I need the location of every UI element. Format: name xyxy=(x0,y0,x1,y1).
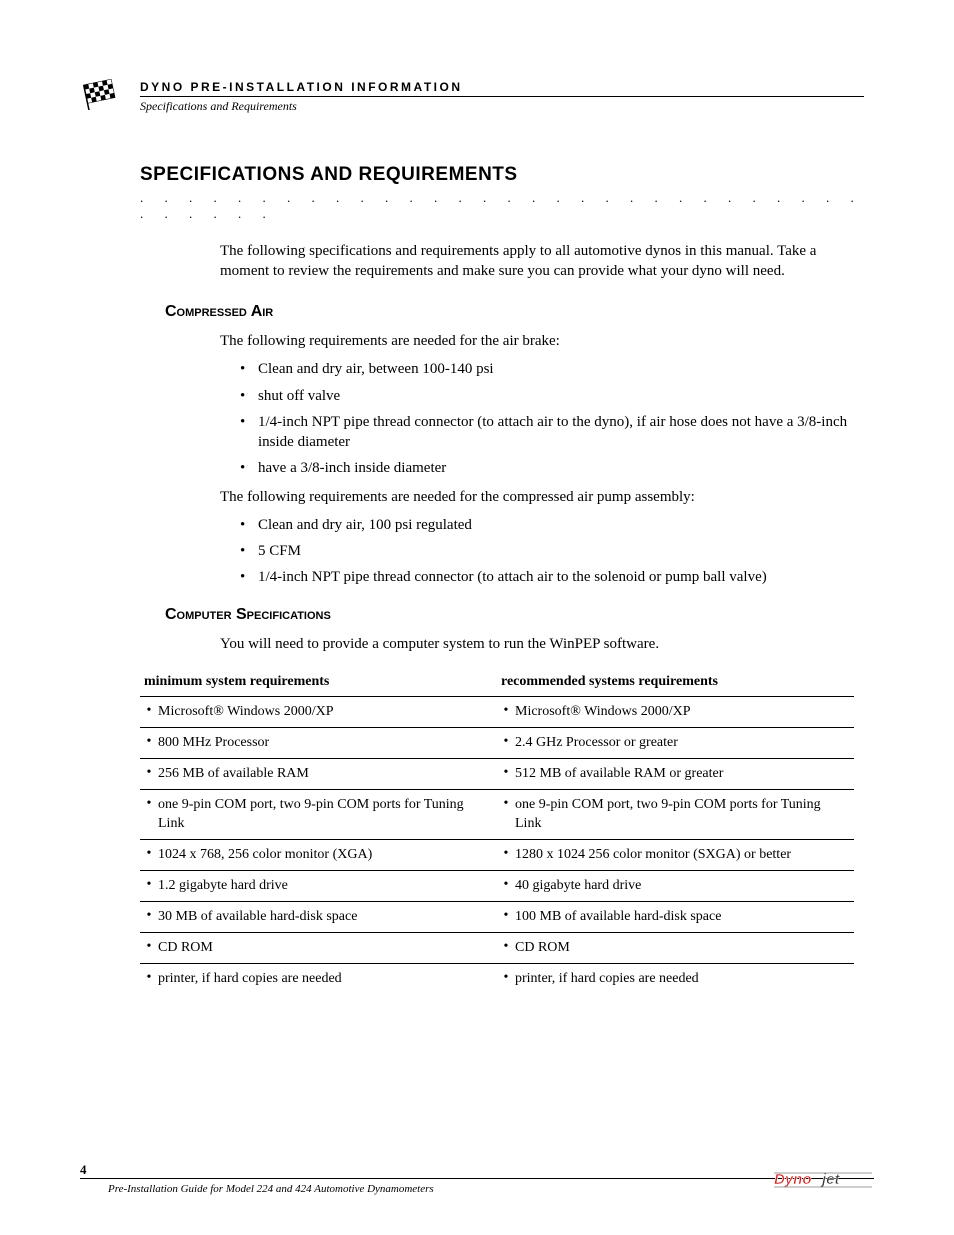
table-cell: •1280 x 1024 256 color monitor (SXGA) or… xyxy=(497,839,854,870)
air-brake-list: Clean and dry air, between 100-140 psi s… xyxy=(240,359,854,478)
table-cell: •CD ROM xyxy=(497,933,854,964)
computer-specs-para: You will need to provide a computer syst… xyxy=(220,634,854,654)
footer-title: Pre-Installation Guide for Model 224 and… xyxy=(108,1183,874,1195)
table-row: •30 MB of available hard-disk space•100 … xyxy=(140,902,854,933)
table-cell: •1.2 gigabyte hard drive xyxy=(140,870,497,901)
page: DYNO PRE-INSTALLATION INFORMATION Specif… xyxy=(0,0,954,1235)
list-item: 1/4-inch NPT pipe thread connector (to a… xyxy=(240,412,854,453)
intro-paragraph: The following specifications and require… xyxy=(220,242,854,281)
header-rule xyxy=(140,96,864,97)
cell-text: 1.2 gigabyte hard drive xyxy=(158,877,489,895)
table-cell: •printer, if hard copies are needed xyxy=(497,964,854,995)
table-cell: •printer, if hard copies are needed xyxy=(140,964,497,995)
table-header-row: minimum system requirements recommended … xyxy=(140,668,854,697)
table-row: •Microsoft® Windows 2000/XP•Microsoft® W… xyxy=(140,696,854,727)
cell-text: Microsoft® Windows 2000/XP xyxy=(515,703,846,721)
list-item: 1/4-inch NPT pipe thread connector (to a… xyxy=(240,567,854,587)
svg-text:Dyno: Dyno xyxy=(774,1171,812,1188)
page-footer: 4 Pre-Installation Guide for Model 224 a… xyxy=(80,1178,874,1195)
cell-text: 30 MB of available hard-disk space xyxy=(158,908,489,926)
list-item: Clean and dry air, between 100-140 psi xyxy=(240,359,854,379)
cell-text: 256 MB of available RAM xyxy=(158,765,489,783)
cell-text: printer, if hard copies are needed xyxy=(158,970,489,988)
section-heading: SPECIFICATIONS AND REQUIREMENTS xyxy=(140,164,864,186)
cell-text: CD ROM xyxy=(158,939,489,957)
list-item: have a 3/8-inch inside diameter xyxy=(240,458,854,478)
table-cell: •one 9-pin COM port, two 9-pin COM ports… xyxy=(497,790,854,839)
col-min-header: minimum system requirements xyxy=(140,668,497,697)
page-header: DYNO PRE-INSTALLATION INFORMATION Specif… xyxy=(140,80,864,114)
table-cell: •one 9-pin COM port, two 9-pin COM ports… xyxy=(140,790,497,839)
header-label: DYNO PRE-INSTALLATION INFORMATION xyxy=(140,80,864,94)
dot-leader: . . . . . . . . . . . . . . . . . . . . … xyxy=(140,190,864,222)
table-row: •1024 x 768, 256 color monitor (XGA)•128… xyxy=(140,839,854,870)
table-cell: •100 MB of available hard-disk space xyxy=(497,902,854,933)
table-cell: •800 MHz Processor xyxy=(140,727,497,758)
cell-text: CD ROM xyxy=(515,939,846,957)
dynojet-logo-icon: Dyno jet xyxy=(774,1168,874,1190)
air-pump-list: Clean and dry air, 100 psi regulated 5 C… xyxy=(240,515,854,588)
footer-rule xyxy=(80,1178,874,1179)
table-cell: •1024 x 768, 256 color monitor (XGA) xyxy=(140,839,497,870)
compressed-air-para2: The following requirements are needed fo… xyxy=(220,487,854,507)
cell-text: one 9-pin COM port, two 9-pin COM ports … xyxy=(515,796,846,832)
table-cell: •512 MB of available RAM or greater xyxy=(497,759,854,790)
table-cell: •256 MB of available RAM xyxy=(140,759,497,790)
cell-text: printer, if hard copies are needed xyxy=(515,970,846,988)
requirements-table: minimum system requirements recommended … xyxy=(140,668,854,995)
cell-text: 800 MHz Processor xyxy=(158,734,489,752)
table-cell: •30 MB of available hard-disk space xyxy=(140,902,497,933)
col-rec-header: recommended systems requirements xyxy=(497,668,854,697)
table-cell: •2.4 GHz Processor or greater xyxy=(497,727,854,758)
compressed-air-heading: Compressed Air xyxy=(165,303,864,321)
cell-text: 1024 x 768, 256 color monitor (XGA) xyxy=(158,846,489,864)
table-row: •256 MB of available RAM•512 MB of avail… xyxy=(140,759,854,790)
table-cell: •Microsoft® Windows 2000/XP xyxy=(497,696,854,727)
header-sub: Specifications and Requirements xyxy=(140,99,864,114)
list-item: 5 CFM xyxy=(240,541,854,561)
table-row: •one 9-pin COM port, two 9-pin COM ports… xyxy=(140,790,854,839)
list-item: Clean and dry air, 100 psi regulated xyxy=(240,515,854,535)
checkered-flag-icon xyxy=(80,75,125,110)
table-cell: •Microsoft® Windows 2000/XP xyxy=(140,696,497,727)
cell-text: 512 MB of available RAM or greater xyxy=(515,765,846,783)
cell-text: 40 gigabyte hard drive xyxy=(515,877,846,895)
cell-text: one 9-pin COM port, two 9-pin COM ports … xyxy=(158,796,489,832)
cell-text: 100 MB of available hard-disk space xyxy=(515,908,846,926)
table-row: •800 MHz Processor•2.4 GHz Processor or … xyxy=(140,727,854,758)
cell-text: Microsoft® Windows 2000/XP xyxy=(158,703,489,721)
compressed-air-para1: The following requirements are needed fo… xyxy=(220,331,854,351)
table-cell: •CD ROM xyxy=(140,933,497,964)
svg-text:jet: jet xyxy=(820,1171,841,1188)
table-row: •CD ROM•CD ROM xyxy=(140,933,854,964)
cell-text: 2.4 GHz Processor or greater xyxy=(515,734,846,752)
table-row: •1.2 gigabyte hard drive•40 gigabyte har… xyxy=(140,870,854,901)
cell-text: 1280 x 1024 256 color monitor (SXGA) or … xyxy=(515,846,846,864)
table-row: •printer, if hard copies are needed•prin… xyxy=(140,964,854,995)
table-cell: •40 gigabyte hard drive xyxy=(497,870,854,901)
list-item: shut off valve xyxy=(240,386,854,406)
computer-specs-heading: Computer Specifications xyxy=(165,606,864,624)
page-number: 4 xyxy=(80,1162,93,1178)
